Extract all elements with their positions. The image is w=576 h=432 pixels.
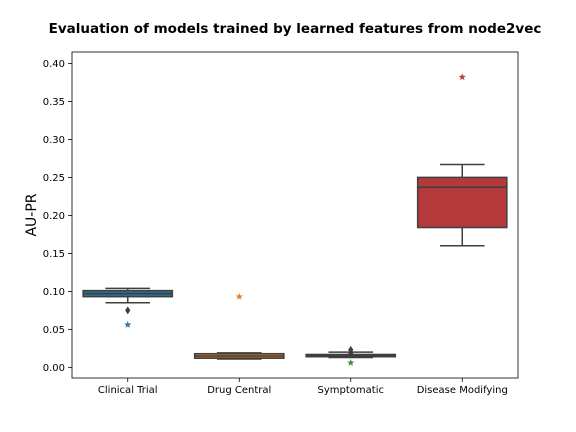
star-marker [347,359,355,366]
box [416,176,508,229]
box-group-drug-central [193,292,285,360]
x-tick-label: Clinical Trial [98,385,158,396]
plot-area: 0.00 0.05 0.10 0.15 0.20 0.25 0.30 0.35 0.40 Clin… [43,51,519,396]
x-tick-label: Drug Central [207,385,271,396]
y-tick-label: 0.10 [43,287,65,298]
box-group-clinical-trial [82,287,174,328]
y-tick-label: 0.15 [43,249,65,260]
axes-frame [71,51,519,379]
y-tick-label: 0.30 [43,135,65,146]
box-group-disease-modifying [416,73,508,247]
y-tick-label: 0.35 [43,97,65,108]
star-marker [124,321,132,328]
y-tick-label: 0.40 [43,59,65,70]
y-tick-label: 0.25 [43,173,65,184]
box-group-symptomatic [305,345,397,366]
star-marker [235,292,243,300]
x-tick-label: Disease Modifying [417,385,508,396]
star-marker [458,73,466,81]
y-tick-label: 0.20 [43,211,65,222]
y-tick-label: 0.00 [43,363,65,374]
x-tick-label: Symptomatic [318,385,384,396]
chart-title: Evaluation of models trained by learned … [49,21,542,37]
outlier-point [125,306,131,315]
y-axis-label: AU-PR [24,193,40,236]
y-tick-label: 0.05 [43,325,65,336]
outlier-point [348,345,354,354]
